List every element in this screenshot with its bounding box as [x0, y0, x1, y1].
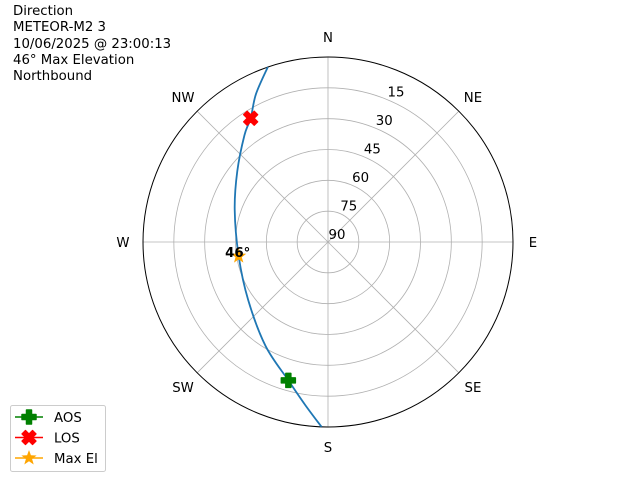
- azimuth-label: NE: [464, 91, 482, 106]
- legend-max-el-marker: [21, 450, 37, 465]
- grid-spoke: [196, 241, 329, 374]
- elevation-tick-label: 60: [352, 171, 369, 186]
- legend-los-marker: [21, 429, 37, 446]
- los-marker-shape: [242, 110, 259, 126]
- legend-aos-marker: [21, 409, 37, 425]
- aos-marker: [280, 372, 297, 389]
- elevation-tick-label: 45: [364, 143, 381, 158]
- azimuth-label: N: [323, 31, 333, 46]
- title-line-max-elevation: 46° Max Elevation: [13, 52, 135, 68]
- marker-layer: [231, 110, 297, 389]
- grid-spoke: [196, 110, 329, 243]
- legend-label: AOS: [54, 411, 82, 426]
- title-line-satellite: METEOR-M2 3: [13, 20, 106, 36]
- grid: [142, 56, 514, 428]
- max-elevation-annotation: 46°: [225, 246, 250, 261]
- elevation-tick-label: 90: [329, 228, 346, 243]
- azimuth-label: S: [324, 441, 332, 456]
- legend-label: LOS: [54, 432, 80, 447]
- title-line-direction-of-travel: Northbound: [13, 69, 93, 85]
- azimuth-label: SW: [172, 381, 194, 396]
- los-marker: [242, 110, 259, 126]
- legend: AOS LOS Max El: [10, 405, 106, 472]
- legend-box: [10, 405, 106, 472]
- grid-spoke: [327, 110, 460, 243]
- grid-spoke: [327, 241, 460, 374]
- azimuth-label: W: [116, 236, 129, 251]
- max-el-marker: [231, 248, 247, 263]
- legend-label: Max El: [54, 452, 98, 467]
- title-line-direction: Direction: [13, 4, 74, 19]
- outer-horizon-circle: [142, 56, 514, 428]
- elevation-tick-label: 30: [376, 114, 393, 129]
- legend-los-marker-shape: [21, 429, 37, 446]
- azimuth-label: NW: [171, 91, 194, 106]
- elevation-tick-label: 15: [388, 86, 405, 101]
- elevation-tick-label: 75: [340, 200, 357, 215]
- chart-title: Direction METEOR-M2 3 10/06/2025 @ 23:00…: [13, 4, 171, 85]
- label-layer: 15 30 45 60 75 90 N NE E SE S SW W NW 46°: [116, 31, 537, 456]
- azimuth-label: SE: [465, 381, 482, 396]
- azimuth-label: E: [529, 236, 537, 251]
- title-line-datetime: 10/06/2025 @ 23:00:13: [13, 36, 172, 52]
